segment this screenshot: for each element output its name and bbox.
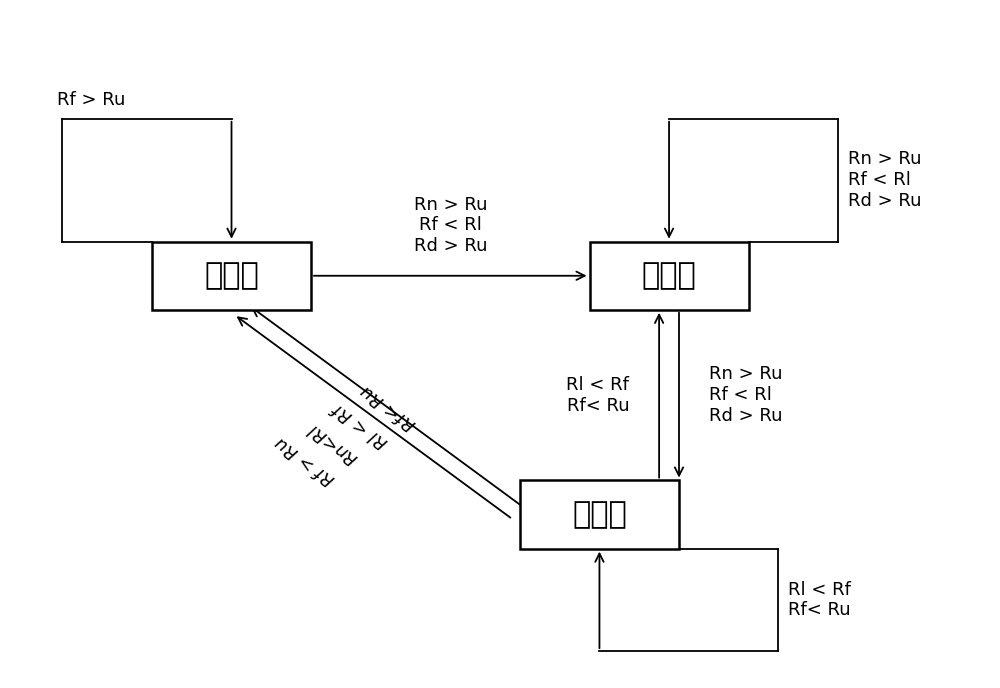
Text: Rf< Ru: Rf< Ru xyxy=(357,381,419,433)
Text: Rl < Rf
Rf< Ru: Rl < Rf Rf< Ru xyxy=(788,581,851,619)
Bar xyxy=(520,480,679,549)
Text: Rf > Ru: Rf > Ru xyxy=(272,433,338,488)
Text: Rn > Ru
Rf < Rl
Rd > Ru: Rn > Ru Rf < Rl Rd > Ru xyxy=(848,151,922,210)
Text: Rn > Ru
Rf < Rl
Rd > Ru: Rn > Ru Rf < Rl Rd > Ru xyxy=(709,365,782,425)
Text: 上升期: 上升期 xyxy=(204,261,259,290)
Text: Rl < Rf
Rf< Ru: Rl < Rf Rf< Ru xyxy=(566,376,629,415)
Text: 下降期: 下降期 xyxy=(642,261,696,290)
Bar xyxy=(152,241,311,310)
Text: 稳定期: 稳定期 xyxy=(572,500,627,529)
Text: Rf > Ru: Rf > Ru xyxy=(57,91,126,109)
Text: Rl < Rf: Rl < Rf xyxy=(330,399,391,451)
Text: Rn > Ru
Rf < Rl
Rd > Ru: Rn > Ru Rf < Rl Rd > Ru xyxy=(414,195,487,255)
Bar xyxy=(590,241,749,310)
Text: Rn<Rl: Rn<Rl xyxy=(305,419,361,467)
